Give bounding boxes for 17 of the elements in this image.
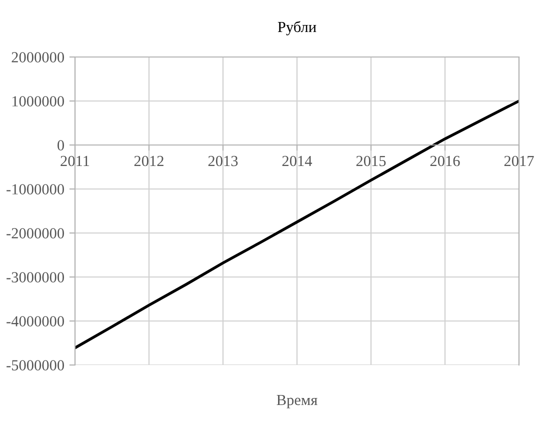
x-tick-label: 2017 <box>504 156 534 166</box>
chart-title: Рубли <box>278 21 316 36</box>
x-tick-label: 2011 <box>60 156 90 166</box>
y-tick-label: -2000000 <box>6 228 64 238</box>
y-tick-label: 2000000 <box>12 52 64 62</box>
y-tick-label: 0 <box>58 140 64 150</box>
x-axis-title: Время <box>276 394 318 408</box>
x-tick-label: 2015 <box>356 156 386 166</box>
y-tick-label: -4000000 <box>6 316 64 326</box>
x-tick-label: 2014 <box>282 156 312 166</box>
x-tick-label: 2013 <box>208 156 238 166</box>
y-tick-label: -3000000 <box>6 272 64 282</box>
y-tick-label: 1000000 <box>12 96 64 106</box>
x-tick-label: 2016 <box>430 156 460 166</box>
y-tick-label: -1000000 <box>6 184 64 194</box>
x-tick-label: 2012 <box>134 156 164 166</box>
y-tick-label: -5000000 <box>6 360 64 370</box>
